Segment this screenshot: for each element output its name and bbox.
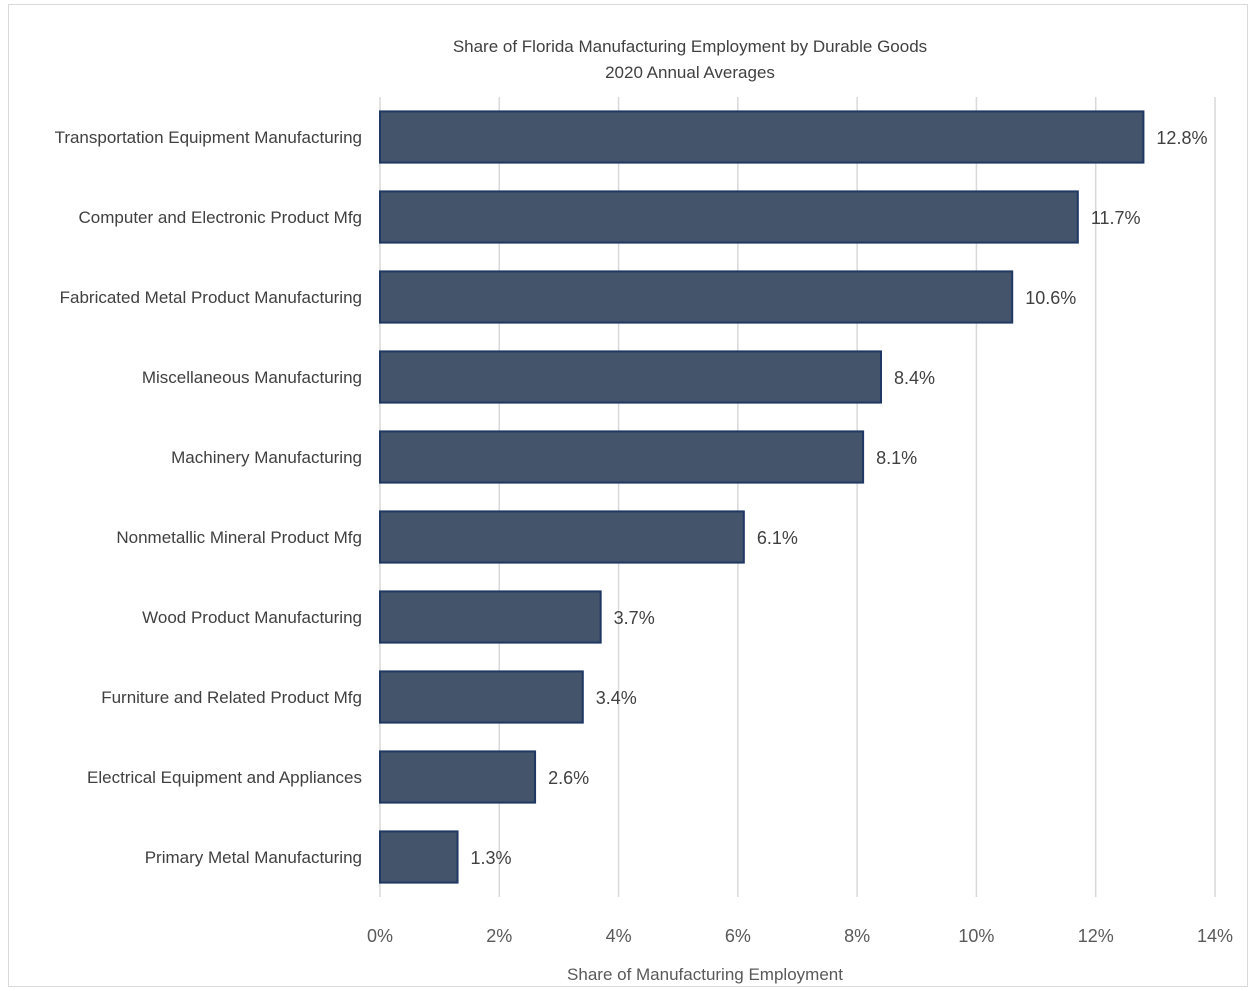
category-label: Furniture and Related Product Mfg xyxy=(101,688,362,707)
data-label: 8.4% xyxy=(894,368,935,388)
category-label: Electrical Equipment and Appliances xyxy=(87,768,362,787)
data-label: 8.1% xyxy=(876,448,917,468)
data-label: 10.6% xyxy=(1025,288,1076,308)
bar xyxy=(379,430,865,484)
data-label: 3.4% xyxy=(596,688,637,708)
x-tick-label: 10% xyxy=(958,926,994,946)
bar xyxy=(379,830,459,884)
bar xyxy=(379,510,745,564)
data-label: 2.6% xyxy=(548,768,589,788)
category-label: Machinery Manufacturing xyxy=(171,448,362,467)
x-axis-title: Share of Manufacturing Employment xyxy=(567,965,843,984)
bar xyxy=(379,270,1014,324)
chart-subtitle: 2020 Annual Averages xyxy=(605,63,775,82)
data-label: 1.3% xyxy=(471,848,512,868)
bar xyxy=(379,590,602,644)
data-label: 12.8% xyxy=(1156,128,1207,148)
x-tick-label: 0% xyxy=(367,926,393,946)
chart-title: Share of Florida Manufacturing Employmen… xyxy=(453,37,927,56)
data-label: 3.7% xyxy=(614,608,655,628)
category-label: Miscellaneous Manufacturing xyxy=(142,368,362,387)
x-tick-label: 6% xyxy=(725,926,751,946)
category-label: Nonmetallic Mineral Product Mfg xyxy=(116,528,362,547)
category-label: Computer and Electronic Product Mfg xyxy=(79,208,362,227)
x-tick-label: 12% xyxy=(1078,926,1114,946)
bar xyxy=(379,190,1079,244)
bar xyxy=(379,350,882,404)
data-label: 6.1% xyxy=(757,528,798,548)
x-tick-label: 8% xyxy=(844,926,870,946)
category-label: Fabricated Metal Product Manufacturing xyxy=(60,288,362,307)
data-label: 11.7% xyxy=(1091,208,1141,228)
chart-frame xyxy=(8,4,1248,987)
x-tick-label: 4% xyxy=(606,926,632,946)
category-label: Transportation Equipment Manufacturing xyxy=(55,128,362,147)
x-tick-label: 2% xyxy=(486,926,512,946)
bar xyxy=(379,110,1145,164)
category-label: Primary Metal Manufacturing xyxy=(145,848,362,867)
category-label: Wood Product Manufacturing xyxy=(142,608,362,627)
bar xyxy=(379,670,584,724)
x-tick-label: 14% xyxy=(1197,926,1233,946)
bar xyxy=(379,750,537,804)
